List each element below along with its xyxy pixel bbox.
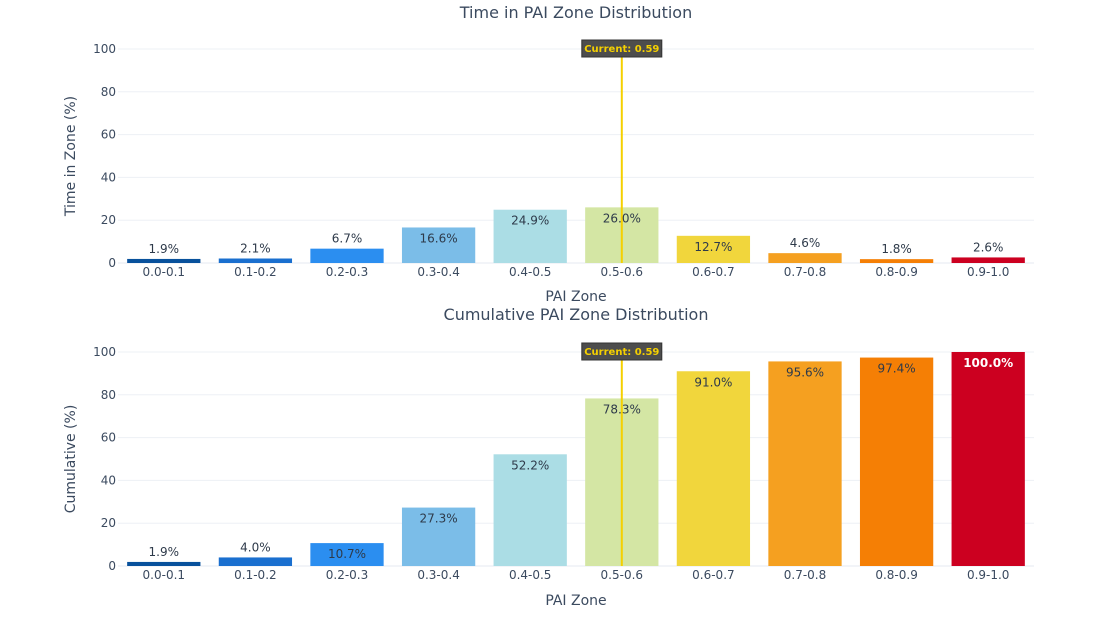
y-tick-label: 0 — [108, 559, 116, 573]
data-label: 1.9% — [149, 242, 180, 256]
x-tick-label: 0.4-0.5 — [509, 265, 552, 279]
x-tick-label: 0.3-0.4 — [417, 568, 460, 582]
x-tick-label: 0.2-0.3 — [326, 568, 369, 582]
current-value-label: Current: 0.59 — [584, 44, 659, 55]
y-tick-label: 20 — [101, 213, 116, 227]
data-label: 91.0% — [694, 375, 732, 389]
y-tick-label: 60 — [101, 431, 116, 445]
y-tick-label: 60 — [101, 128, 116, 142]
data-label: 16.6% — [420, 231, 458, 245]
data-label: 2.6% — [973, 240, 1004, 254]
y-tick-label: 80 — [101, 388, 116, 402]
bar-0.2-0.3[interactable] — [310, 248, 384, 263]
bar-0.8-0.9[interactable] — [859, 259, 934, 263]
bar-0.9-1.0[interactable] — [951, 352, 1025, 566]
data-label: 4.0% — [240, 540, 271, 554]
chart-title: Time in PAI Zone Distribution — [459, 3, 692, 22]
bar-0.9-1.0[interactable] — [951, 257, 1025, 263]
data-label: 24.9% — [511, 214, 549, 228]
data-label: 97.4% — [878, 362, 916, 376]
current-value-label: Current: 0.59 — [584, 347, 659, 358]
x-tick-label: 0.6-0.7 — [692, 265, 735, 279]
chart-1: 0 20 40 60 80 100 1.9% 2.1% 6.7% 16.6% 24.9% 26.0% 1… — [63, 3, 1034, 305]
x-tick-label: 0.0-0.1 — [143, 568, 186, 582]
data-label: 100.0% — [963, 356, 1013, 370]
bar-0.0-0.1[interactable] — [127, 258, 201, 263]
x-tick-label: 0.5-0.6 — [601, 265, 644, 279]
bar-0.0-0.1[interactable] — [127, 561, 201, 566]
bar-0.3-0.4[interactable] — [401, 227, 476, 263]
bar-0.7-0.8[interactable] — [768, 253, 842, 263]
bar-0.6-0.7[interactable] — [676, 235, 751, 263]
y-tick-label: 100 — [93, 345, 116, 359]
x-tick-label: 0.8-0.9 — [875, 568, 918, 582]
bar-0.2-0.3[interactable] — [310, 543, 384, 566]
x-tick-label: 0.2-0.3 — [326, 265, 369, 279]
chart-title: Cumulative PAI Zone Distribution — [444, 305, 709, 324]
x-tick-label: 0.9-1.0 — [967, 568, 1010, 582]
y-axis-title: Cumulative (%) — [63, 405, 79, 514]
x-tick-label: 0.1-0.2 — [234, 568, 277, 582]
x-tick-label: 0.4-0.5 — [509, 568, 552, 582]
current-value-badge — [581, 342, 663, 361]
x-tick-label: 0.7-0.8 — [784, 265, 827, 279]
chart-2: 0 20 40 60 80 100 1.9% 4.0% 10.7% 27.3% 52.2% 78.3%… — [63, 305, 1034, 609]
data-label: 1.8% — [881, 242, 912, 256]
x-tick-label: 0.6-0.7 — [692, 568, 735, 582]
x-tick-label: 0.9-1.0 — [967, 265, 1010, 279]
data-label: 27.3% — [420, 512, 458, 526]
y-tick-label: 100 — [93, 42, 116, 56]
y-tick-label: 40 — [101, 473, 116, 487]
bar-0.3-0.4[interactable] — [401, 507, 476, 566]
y-tick-label: 20 — [101, 516, 116, 530]
bar-0.8-0.9[interactable] — [859, 357, 934, 566]
x-tick-label: 0.0-0.1 — [143, 265, 186, 279]
bar-0.4-0.5[interactable] — [493, 454, 567, 566]
x-axis-title: PAI Zone — [545, 289, 606, 305]
bar-0.4-0.5[interactable] — [493, 209, 567, 263]
x-tick-label: 0.7-0.8 — [784, 568, 827, 582]
data-label: 12.7% — [694, 240, 732, 254]
data-label: 2.1% — [240, 242, 271, 256]
data-label: 26.0% — [603, 211, 641, 225]
data-label: 78.3% — [603, 402, 641, 416]
y-tick-label: 40 — [101, 170, 116, 184]
data-label: 52.2% — [511, 458, 549, 472]
y-tick-label: 80 — [101, 85, 116, 99]
current-value-badge — [581, 39, 663, 58]
data-label: 6.7% — [332, 232, 363, 246]
x-tick-label: 0.5-0.6 — [601, 568, 644, 582]
data-label: 10.7% — [328, 547, 366, 561]
y-tick-label: 0 — [108, 256, 116, 270]
bar-0.7-0.8[interactable] — [768, 361, 842, 566]
bar-0.1-0.2[interactable] — [218, 557, 293, 566]
y-axis-title: Time in Zone (%) — [63, 96, 79, 217]
data-label: 95.6% — [786, 365, 824, 379]
data-label: 1.9% — [149, 545, 180, 559]
data-label: 4.6% — [790, 236, 821, 250]
x-tick-label: 0.8-0.9 — [875, 265, 918, 279]
bar-0.1-0.2[interactable] — [218, 258, 293, 263]
x-tick-label: 0.3-0.4 — [417, 265, 460, 279]
x-axis-title: PAI Zone — [545, 593, 606, 609]
bar-0.6-0.7[interactable] — [676, 371, 751, 566]
x-tick-label: 0.1-0.2 — [234, 265, 277, 279]
